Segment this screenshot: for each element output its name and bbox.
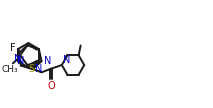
Text: N: N (17, 56, 24, 66)
Text: N: N (14, 54, 21, 64)
Text: N: N (63, 55, 70, 65)
Text: CH₃: CH₃ (2, 65, 18, 74)
Text: N: N (35, 64, 43, 74)
Text: O: O (47, 81, 55, 91)
Text: N: N (44, 56, 52, 66)
Text: F: F (10, 43, 15, 52)
Text: S: S (29, 64, 35, 74)
